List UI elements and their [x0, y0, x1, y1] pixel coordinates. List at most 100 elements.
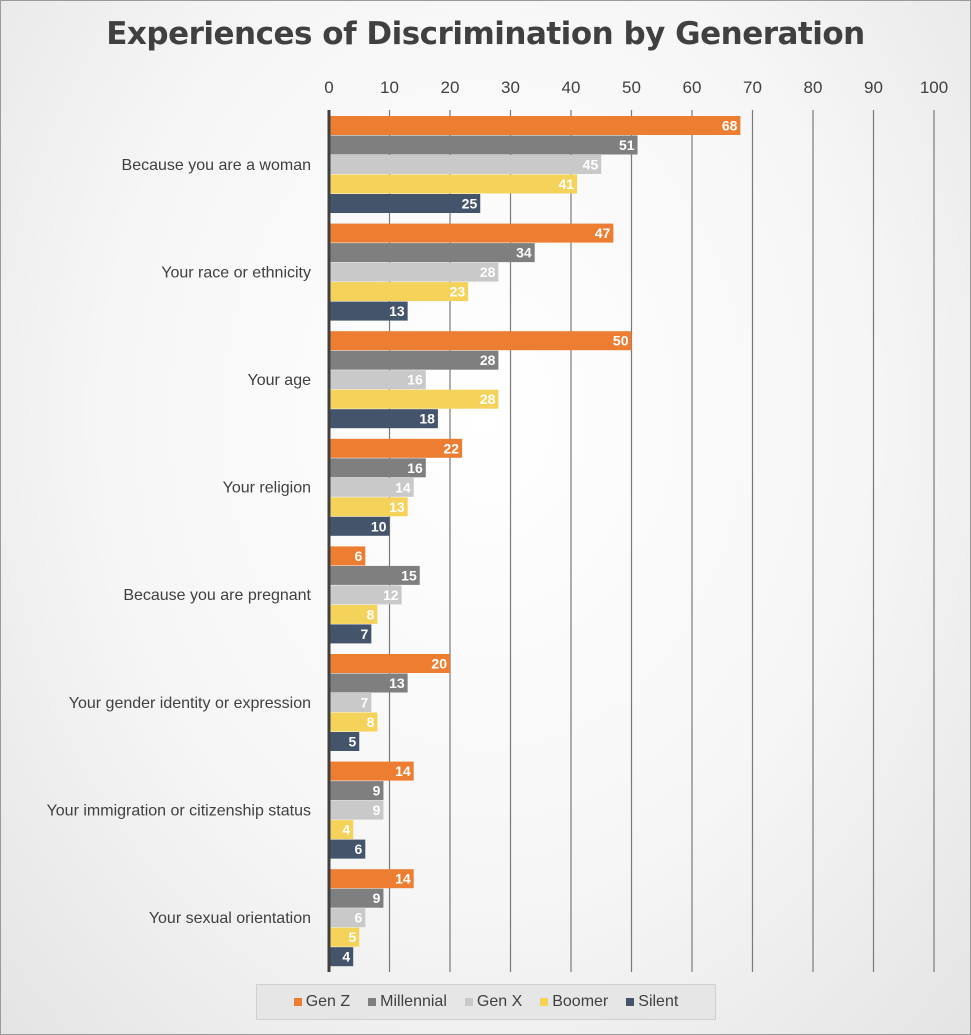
- bar: [329, 604, 378, 624]
- category-label: Because you are pregnant: [123, 587, 311, 604]
- x-tick-label: 70: [743, 78, 762, 97]
- data-label: 20: [431, 656, 447, 672]
- data-label: 16: [407, 460, 423, 476]
- data-label: 28: [480, 264, 496, 280]
- legend-item: Gen X: [464, 993, 523, 1011]
- data-label: 7: [361, 695, 369, 711]
- bar: [329, 243, 535, 263]
- legend-label: Boomer: [552, 993, 609, 1010]
- legend-label: Gen Z: [305, 993, 351, 1010]
- category-label: Your race or ethnicity: [161, 264, 311, 281]
- x-tick-label: 10: [380, 78, 399, 97]
- data-label: 15: [401, 567, 417, 583]
- data-label: 9: [373, 783, 381, 799]
- legend-item: Boomer: [540, 993, 608, 1011]
- data-label: 13: [389, 675, 405, 691]
- legend-swatch: [464, 998, 473, 1006]
- legend: Gen Z Millennial Gen X Boomer Silent: [256, 984, 716, 1020]
- x-tick-label: 60: [683, 78, 702, 97]
- bar: [329, 477, 414, 497]
- legend-swatch: [540, 998, 549, 1006]
- bar: [329, 781, 384, 801]
- data-label: 28: [480, 352, 496, 368]
- data-label: 10: [371, 518, 387, 534]
- data-label: 14: [395, 479, 411, 495]
- bar: [329, 174, 578, 194]
- bar: [329, 262, 499, 282]
- data-label: 9: [373, 890, 381, 906]
- data-label: 34: [516, 245, 532, 261]
- legend-item: Millennial: [368, 993, 447, 1011]
- data-label: 6: [355, 841, 363, 857]
- data-label: 51: [619, 137, 635, 153]
- bar: [329, 624, 372, 644]
- data-label: 18: [419, 411, 435, 427]
- bar: [329, 654, 450, 673]
- bar: [329, 908, 366, 928]
- data-label: 22: [444, 440, 460, 456]
- x-tick-label: 90: [864, 78, 883, 97]
- legend-label: Millennial: [380, 993, 447, 1010]
- data-label: 13: [389, 303, 405, 319]
- bar: [329, 732, 360, 751]
- bar: [329, 370, 426, 390]
- x-tick-label: 0: [324, 78, 333, 97]
- data-label: 6: [355, 548, 363, 564]
- data-label: 9: [373, 802, 381, 818]
- data-label: 25: [462, 196, 478, 212]
- bar: [329, 820, 354, 840]
- category-label: Your gender identity or expression: [69, 695, 311, 712]
- legend-swatch: [293, 998, 302, 1006]
- data-label: 7: [361, 626, 369, 642]
- bar: [329, 350, 499, 370]
- bar: [329, 546, 366, 566]
- bar: [329, 497, 408, 517]
- bar: [329, 135, 638, 155]
- x-axis-ticks: 0 10 20 30 40 50 60 70 80 90 100: [324, 78, 948, 97]
- bar: [329, 565, 420, 585]
- data-label: 16: [407, 372, 423, 388]
- data-label: 5: [348, 929, 356, 945]
- bar: [329, 389, 499, 409]
- bar: [329, 458, 426, 478]
- data-label: 8: [367, 714, 375, 730]
- bar: [329, 800, 384, 820]
- bar: [329, 116, 741, 135]
- legend-label: Gen X: [476, 993, 523, 1010]
- category-label: Your age: [248, 372, 312, 389]
- data-label: 47: [595, 225, 611, 241]
- data-label: 5: [348, 734, 356, 750]
- data-label: 12: [383, 587, 399, 603]
- data-label: 13: [389, 499, 405, 515]
- bar: [329, 693, 372, 712]
- data-label: 4: [342, 822, 350, 838]
- data-label: 50: [613, 333, 629, 349]
- bar: [329, 282, 469, 302]
- bar: [329, 155, 602, 174]
- x-tick-label: 30: [501, 78, 520, 97]
- data-label: 8: [367, 606, 375, 622]
- bar: [329, 585, 402, 605]
- bar: [329, 947, 354, 967]
- legend-label: Silent: [638, 993, 679, 1010]
- bar: [329, 331, 632, 351]
- category-label: Your sexual orientation: [149, 910, 311, 927]
- data-label: 4: [342, 949, 350, 965]
- legend-swatch: [626, 998, 635, 1006]
- data-label: 68: [722, 118, 738, 134]
- bar: [329, 516, 390, 536]
- category-labels: Because you are a woman Your race or ethn…: [47, 157, 312, 927]
- x-tick-label: 20: [441, 78, 460, 97]
- bar: [329, 761, 414, 781]
- category-label: Your religion: [223, 480, 311, 497]
- category-label: Because you are a woman: [122, 157, 311, 174]
- data-label: 23: [450, 284, 466, 300]
- bar: [329, 712, 378, 732]
- legend-item: Silent: [626, 993, 678, 1011]
- bar: [329, 888, 384, 908]
- data-label: 14: [395, 763, 411, 779]
- data-label: 45: [583, 157, 599, 173]
- bar: [329, 194, 481, 213]
- chart-title: Experiences of Discrimination by Generat…: [106, 16, 865, 52]
